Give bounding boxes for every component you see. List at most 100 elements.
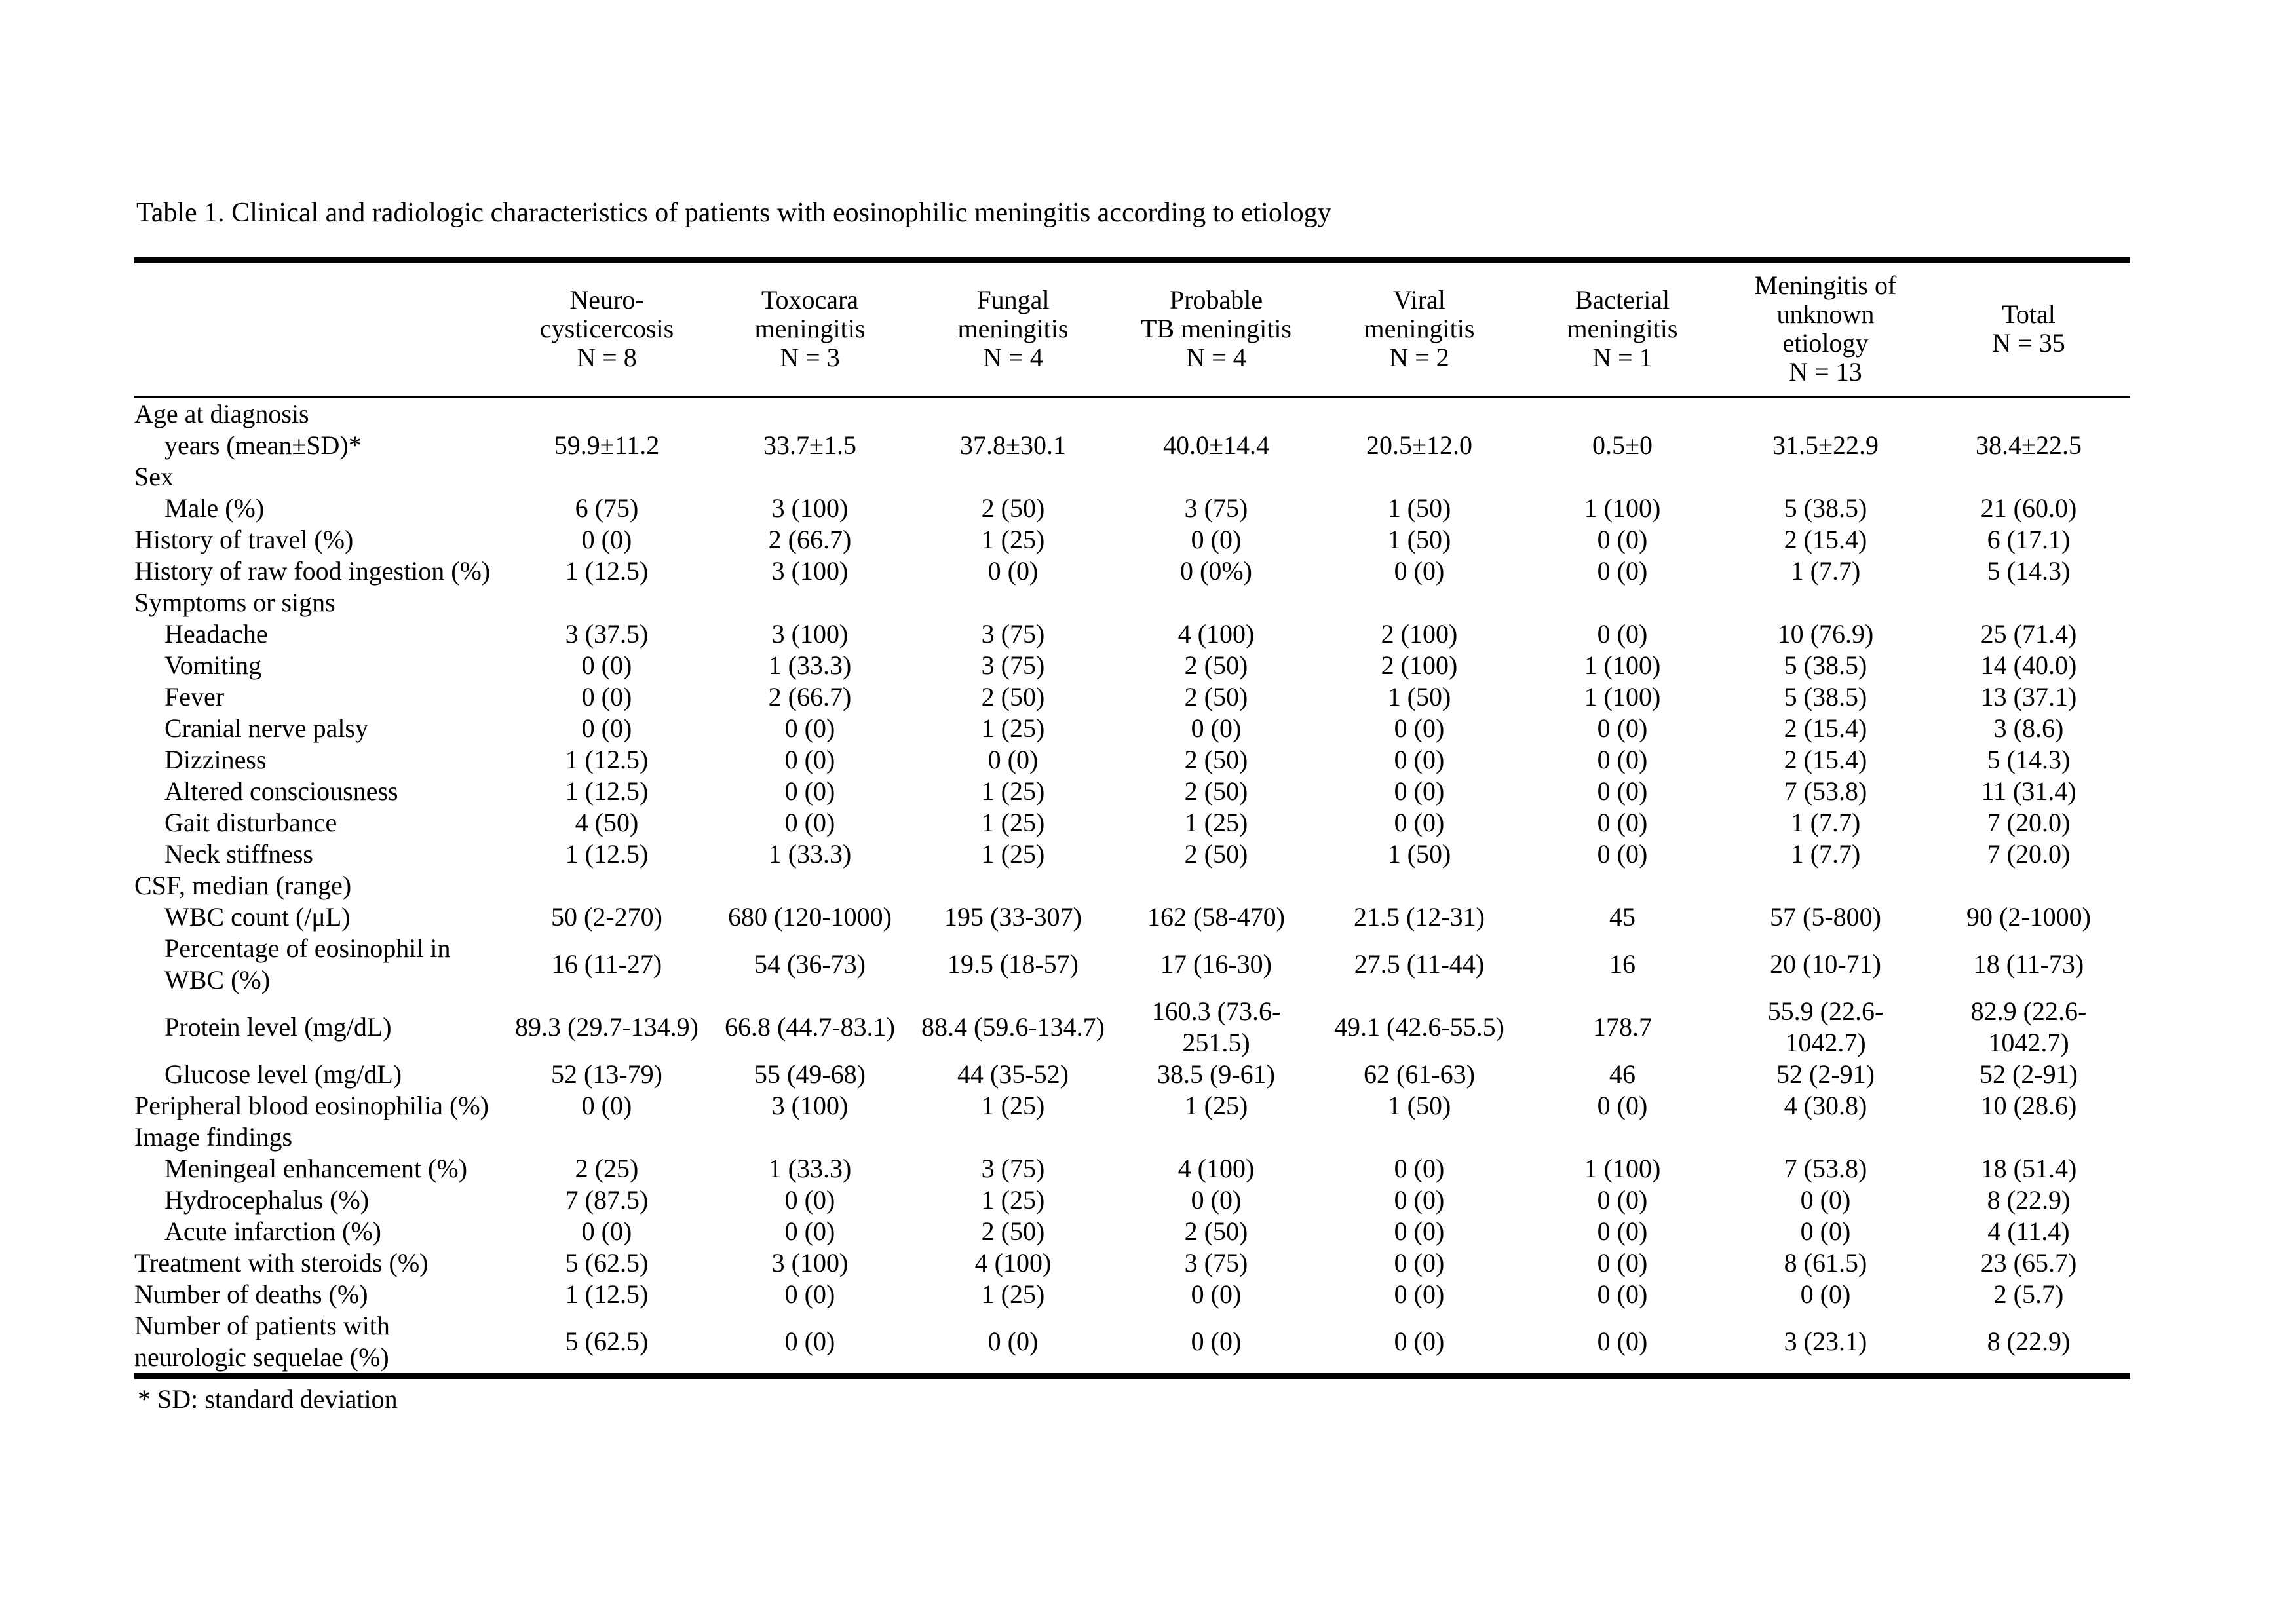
table-row: Peripheral blood eosinophilia (%) 0 (0) 3 …: [134, 1090, 2130, 1122]
row-label: Peripheral blood eosinophilia (%): [134, 1091, 489, 1120]
table-row: Gait disturbance 4 (50) 0 (0) 1 (25) 1 (25) 0…: [134, 807, 2130, 839]
data-cell: 3 (75): [981, 1154, 1045, 1183]
data-cell: 4 (100): [974, 1248, 1052, 1277]
data-cell: 0 (0): [1394, 1248, 1445, 1277]
table-row: Glucose level (mg/dL) 52 (13-79) 55 (49-68…: [134, 1059, 2130, 1090]
table-row: Protein level (mg/dL) 89.3 (29.7-134.9) 66…: [134, 996, 2130, 1059]
data-cell: 88.4 (59.6-134.7): [921, 1012, 1105, 1042]
data-cell: 52 (13-79): [551, 1059, 662, 1089]
data-cell: [1521, 1122, 1724, 1153]
data-cell: 0 (0): [1597, 776, 1648, 806]
data-cell: 20.5±12.0: [1366, 430, 1472, 460]
data-cell: 17 (16-30): [1160, 949, 1272, 979]
data-cell: 55 (49-68): [754, 1059, 866, 1089]
data-cell: 5 (38.5): [1784, 682, 1867, 711]
data-cell: 46: [1609, 1059, 1636, 1089]
data-cell: 4 (30.8): [1784, 1091, 1867, 1120]
data-cell: 195 (33-307): [944, 902, 1082, 932]
data-cell: 0 (0): [1597, 745, 1648, 774]
column-header: Viral meningitis N = 2: [1318, 260, 1521, 398]
data-cell: 0 (0): [1394, 1327, 1445, 1356]
data-cell: 0 (0): [784, 1185, 835, 1215]
data-cell: 1 (7.7): [1790, 556, 1861, 586]
data-cell: [1927, 397, 2130, 430]
data-cell: 0 (0): [1597, 1248, 1648, 1277]
data-cell: 2 (15.4): [1784, 713, 1867, 743]
table-row: Altered consciousness 1 (12.5) 0 (0) 1 (25)…: [134, 776, 2130, 807]
data-cell: 1 (50): [1387, 493, 1451, 523]
data-cell: [1927, 461, 2130, 493]
data-cell: [1115, 461, 1318, 493]
row-label: Neck stiffness: [164, 839, 313, 869]
data-cell: 7 (53.8): [1784, 1154, 1867, 1183]
data-cell: 11 (31.4): [1981, 776, 2076, 806]
data-cell: 1 (25): [981, 776, 1045, 806]
row-label: WBC count (/μL): [164, 902, 351, 932]
data-cell: 89.3 (29.7-134.9): [515, 1012, 698, 1042]
data-cell: 1 (25): [981, 1185, 1045, 1215]
data-cell: [911, 461, 1115, 493]
data-cell: 0 (0): [1597, 1279, 1648, 1309]
data-cell: [1724, 587, 1927, 618]
data-cell: 2 (15.4): [1784, 745, 1867, 774]
data-cell: 2 (50): [981, 1217, 1045, 1246]
data-cell: 1 (12.5): [565, 776, 649, 806]
data-cell: [1115, 397, 1318, 430]
row-label: Number of patients with neurologic seque…: [134, 1311, 390, 1372]
data-cell: [1115, 870, 1318, 901]
data-cell: 10 (28.6): [1980, 1091, 2077, 1120]
data-cell: 18 (51.4): [1980, 1154, 2077, 1183]
data-cell: 0 (0): [1394, 713, 1445, 743]
data-cell: 6 (17.1): [1987, 525, 2071, 554]
table-row: Male (%) 6 (75) 3 (100) 2 (50) 3 (75) 1 (50) 1…: [134, 493, 2130, 524]
data-cell: 3 (75): [1184, 1248, 1248, 1277]
data-cell: 10 (76.9): [1777, 619, 1874, 649]
data-cell: 1 (50): [1387, 1091, 1451, 1120]
data-cell: 0 (0): [1394, 776, 1445, 806]
data-cell: [505, 870, 708, 901]
data-cell: 1 (50): [1387, 525, 1451, 554]
data-cell: 1 (100): [1584, 493, 1661, 523]
data-cell: 1 (25): [981, 525, 1045, 554]
table-row: Vomiting 0 (0) 1 (33.3) 3 (75) 2 (50) 2 (100)…: [134, 650, 2130, 681]
data-cell: 0 (0): [1394, 1185, 1445, 1215]
table-row: History of travel (%) 0 (0) 2 (66.7) 1 (25)…: [134, 524, 2130, 556]
data-cell: 2 (66.7): [768, 682, 852, 711]
data-cell: 178.7: [1593, 1012, 1652, 1042]
row-label: Fever: [164, 682, 225, 711]
data-cell: 66.8 (44.7-83.1): [725, 1012, 895, 1042]
data-cell: 8 (22.9): [1987, 1327, 2071, 1356]
data-cell: [1521, 461, 1724, 493]
data-cell: 25 (71.4): [1980, 619, 2077, 649]
data-cell: 5 (38.5): [1784, 493, 1867, 523]
data-cell: 2 (50): [1184, 651, 1248, 680]
table-row: Headache 3 (37.5) 3 (100) 3 (75) 4 (100) 2 (1…: [134, 618, 2130, 650]
data-cell: 2 (15.4): [1784, 525, 1867, 554]
data-cell: 3 (100): [771, 1248, 849, 1277]
row-label-header: [134, 260, 505, 398]
data-cell: 7 (20.0): [1987, 808, 2071, 837]
data-cell: 2 (25): [575, 1154, 639, 1183]
data-cell: 1 (25): [1184, 808, 1248, 837]
data-cell: 59.9±11.2: [554, 430, 660, 460]
data-cell: 0 (0): [1597, 839, 1648, 869]
data-cell: 0 (0): [1597, 619, 1648, 649]
data-cell: 2 (50): [1184, 1217, 1248, 1246]
data-cell: [1724, 1122, 1927, 1153]
data-cell: 19.5 (18-57): [947, 949, 1079, 979]
data-cell: 0 (0): [1597, 1185, 1648, 1215]
data-cell: 82.9 (22.6- 1042.7): [1970, 996, 2087, 1057]
data-cell: 1 (25): [981, 839, 1045, 869]
data-cell: 0 (0): [581, 651, 632, 680]
data-cell: 57 (5-800): [1770, 902, 1881, 932]
section-row: Image findings: [134, 1122, 2130, 1153]
data-cell: 0 (0): [784, 1279, 835, 1309]
data-cell: 1 (50): [1387, 682, 1451, 711]
table-row: Fever 0 (0) 2 (66.7) 2 (50) 2 (50) 1 (50) 1 (1…: [134, 681, 2130, 713]
data-cell: 5 (14.3): [1987, 556, 2071, 586]
data-cell: 3 (37.5): [565, 619, 649, 649]
data-cell: 2 (50): [981, 682, 1045, 711]
data-cell: 0 (0): [784, 808, 835, 837]
column-header: Total N = 35: [1927, 260, 2130, 398]
data-cell: 0 (0): [1394, 556, 1445, 586]
